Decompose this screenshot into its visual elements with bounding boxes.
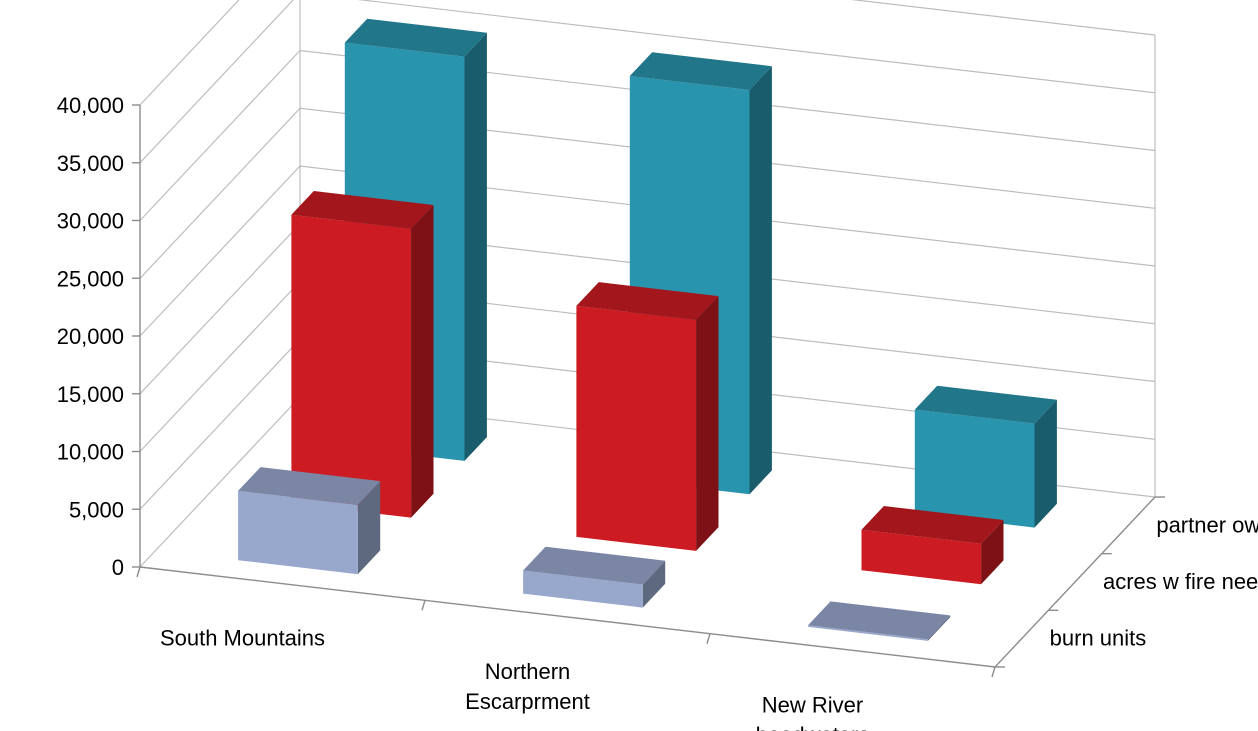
y-tick-label: 35,000 <box>57 151 124 176</box>
x-tick-mark <box>421 600 426 611</box>
bar <box>291 214 412 518</box>
y-tick-label: 10,000 <box>57 440 124 465</box>
bar <box>576 305 697 551</box>
bar-top <box>344 18 487 57</box>
bar-top <box>238 467 381 505</box>
bar-side <box>927 615 951 641</box>
y-tick-label: 0 <box>112 555 124 580</box>
y-tick-label: 5,000 <box>69 497 124 522</box>
x-tick-label: Northern Escarprment <box>465 659 590 714</box>
bar <box>861 529 982 585</box>
x-tick-label: South Mountains <box>160 626 325 651</box>
y-tick-label: 40,000 <box>57 93 124 118</box>
bar-side <box>981 520 1004 585</box>
x-tick-mark <box>136 566 141 578</box>
bar-top <box>914 385 1057 424</box>
bar <box>238 490 358 575</box>
bar-top <box>291 191 434 229</box>
x-axis-line <box>139 566 996 668</box>
y-tick-label: 30,000 <box>57 209 124 234</box>
bar-top <box>808 601 951 640</box>
bar-side <box>1034 399 1057 528</box>
gridline <box>139 0 1156 164</box>
x-tick-label: New Riverheadwaters <box>756 692 870 731</box>
y-tick-label: 25,000 <box>57 266 124 291</box>
bar <box>914 409 1035 528</box>
bar <box>808 625 928 641</box>
bar-side <box>749 66 772 495</box>
bar-top <box>576 282 719 320</box>
bar-top <box>523 546 666 585</box>
series-label: acres w fire need <box>1103 569 1258 594</box>
bar <box>523 570 643 608</box>
y-tick-label: 15,000 <box>57 382 124 407</box>
bar-side <box>411 205 434 518</box>
bar-side <box>464 32 487 461</box>
series-label: partner owned acres <box>1156 512 1258 537</box>
bar-side <box>696 296 719 551</box>
z-axis-line <box>994 496 1156 668</box>
bar-side <box>357 481 381 575</box>
x-tick-mark <box>706 633 711 644</box>
bar-top <box>861 506 1004 544</box>
bar-side <box>642 560 666 608</box>
y-tick-label: 20,000 <box>57 324 124 349</box>
x-tick-mark <box>991 666 996 678</box>
gridline <box>139 0 1156 106</box>
bar-top <box>629 52 772 90</box>
series-label: burn units <box>1050 626 1147 651</box>
